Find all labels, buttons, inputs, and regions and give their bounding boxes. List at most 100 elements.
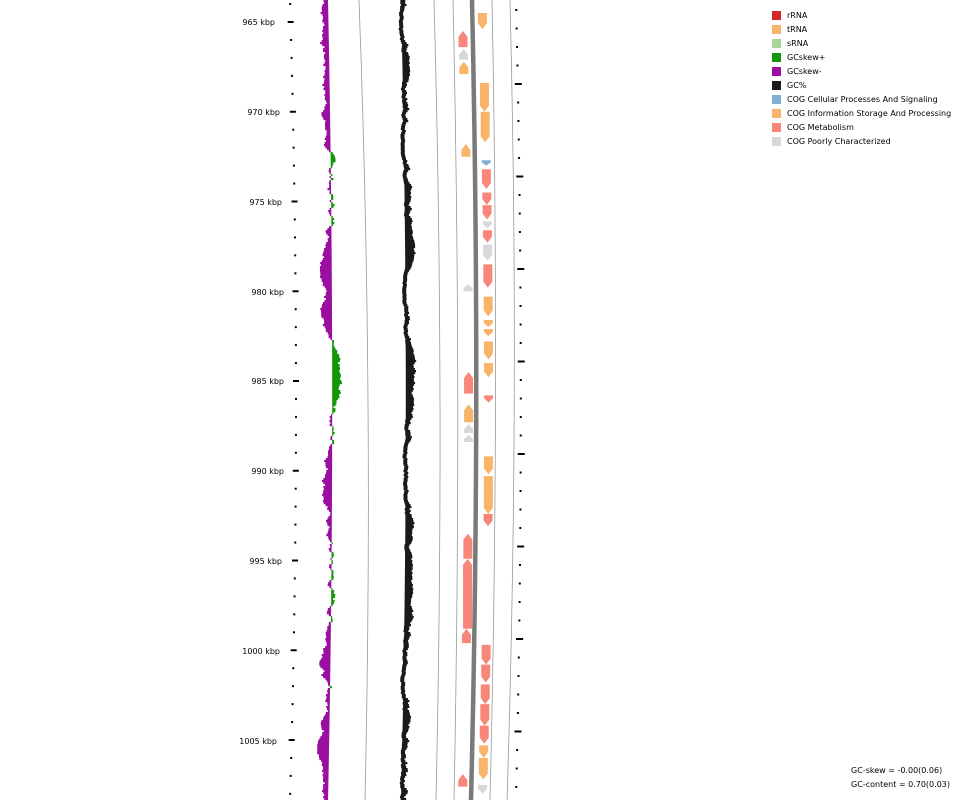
gc-skew-negative-bar [321,726,330,729]
gc-content-bar [405,530,413,533]
gc-skew-positive-bar [332,348,336,351]
gc-skew-negative-bar [323,650,331,653]
gc-skew-positive-bar [331,592,334,595]
legend-label: COG Cellular Processes And Signaling [787,94,938,104]
gc-content-bar [403,628,410,631]
gc-skew-negative-bar [323,498,332,501]
gc-content-bar [398,20,403,23]
gc-content-bar [404,230,413,233]
gc-content-bar [400,772,406,775]
gc-content-bar [402,122,407,125]
gc-skew-negative-bar [320,308,332,311]
gc-content-bar [403,446,408,449]
gc-skew-positive-bar [332,408,336,411]
gc-content-bar [402,72,410,75]
gc-content-bar [405,430,411,433]
gc-skew-negative-bar [329,580,332,583]
gc-content-bar [404,620,412,623]
gc-skew-negative-bar [324,782,329,785]
gc-skew-negative-bar [323,730,330,733]
gc-content-bar [400,784,405,787]
legend-item-gc-content: GC% [772,78,951,92]
gc-skew-positive-bar [331,574,334,577]
gc-content-bar [402,56,410,59]
gc-content-bar [405,420,411,423]
gc-content-bar [402,160,408,163]
gc-skew-negative-bar [327,702,330,705]
gc-content-bar [405,440,411,443]
gc-content-bar [405,560,413,563]
gc-skew-negative-bar [322,304,332,307]
gc-skew-positive-bar [332,362,338,365]
gc-content-bar [400,688,405,691]
gc-content-bar [405,418,412,421]
gc-content-bar [403,458,408,461]
gc-content-bar [402,106,408,109]
gc-skew-negative-bar [326,130,331,133]
gc-skew-positive-bar [331,562,333,565]
gc-content-bar [404,612,412,615]
legend-label: GC% [787,80,807,90]
gene-feature-forward [483,476,493,514]
gc-content-bar [405,246,416,249]
gc-content-bar [399,782,404,785]
gc-skew-negative-bar [321,674,331,677]
gc-skew-negative-bar [324,78,330,81]
gene-feature-forward [479,725,489,744]
gc-content-bar [400,676,405,679]
gc-skew-negative-bar [325,288,332,291]
gc-content-bar [400,146,405,149]
gc-content-bar [401,154,406,157]
gc-skew-positive-bar [330,686,332,689]
feature-track [458,13,494,794]
gc-content-bar [402,78,409,81]
gc-content-bar [404,472,409,475]
gc-skew-positive-bar [331,560,333,563]
gc-content-bar [405,258,414,261]
gc-skew-negative-bar [328,182,331,185]
gc-content-bar [399,12,404,15]
gc-skew-negative-bar [329,448,333,451]
gc-skew-positive-bar [331,222,335,225]
gc-skew-negative-bar [322,254,332,257]
gc-content-bar [403,328,408,331]
gc-content-bar [404,598,412,601]
gc-skew-positive-bar [331,604,333,607]
gc-content-bar [402,662,408,665]
gc-content-bar [404,590,413,593]
legend-item-cog-metabolism: COG Metabolism [772,120,951,134]
gc-skew-negative-bar [322,14,329,17]
gc-skew-negative-bar [322,768,329,771]
gc-skew-negative-bar [323,144,331,147]
gc-content-bar [400,678,405,681]
gc-skew-negative-bar [328,538,332,541]
gc-skew-negative-bar [326,290,332,293]
legend-swatch [772,94,781,104]
gc-content-bar [405,354,415,357]
gene-feature-forward [480,111,490,143]
gc-content-bar [403,480,408,483]
gc-skew-negative-bar [323,0,328,3]
gc-content-bar [404,586,413,589]
gc-skew-negative-bar [324,54,330,57]
gc-skew-negative-bar [326,242,332,245]
gc-skew-negative-bar [323,48,329,51]
legend-swatch [772,80,781,90]
gc-content-bar [402,660,408,663]
gc-content-bar [400,40,406,43]
gc-skew-negative-bar [324,460,333,463]
gc-skew-negative-bar [325,328,333,331]
gene-feature-forward [477,13,487,30]
gc-skew-negative-bar [322,790,329,793]
legend-item-cog-poorly: COG Poorly Characterized [772,134,951,148]
gc-content-bar [405,524,414,527]
gc-skew-positive-bar [332,432,335,435]
gc-content-bar [404,424,410,427]
legend-label: COG Information Storage And Processing [787,108,952,118]
gc-skew-positive-bar [330,162,334,165]
gc-content-bar [405,410,413,413]
gc-skew-negative-bar [322,18,329,21]
gc-skew-negative-bar [322,480,333,483]
gc-content-bar [399,26,404,29]
gc-skew-negative-bar [325,634,331,637]
